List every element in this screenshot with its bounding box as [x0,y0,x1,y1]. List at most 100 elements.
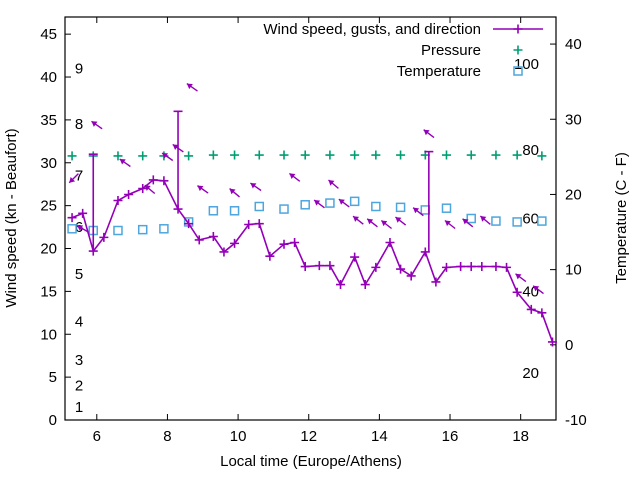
pressure-point [537,151,547,161]
wind-direction-arrow [161,152,174,162]
y-axis-label: Wind speed (kn - Beaufort) [3,128,20,307]
temperature-point [300,200,310,210]
wind-speed-point [491,262,501,272]
wind-speed-point [396,264,406,274]
y2-tick-label: -10 [565,412,587,429]
arrow-head [197,185,204,192]
y2-tick-label: 0 [565,337,573,354]
plot-border [64,16,557,421]
wind-speed-point [336,280,346,290]
x-tick-label: 10 [230,428,247,445]
legend-label-temperature: Temperature [397,63,481,80]
temperature-point [137,224,148,235]
y-tick-label: 20 [40,241,57,258]
wind-speed-point [230,238,240,248]
beaufort-label: 1 [75,399,83,416]
y2-axis-ticks: -10 0 10 20 30 40 [550,36,587,429]
wind-direction-arrow [328,179,339,189]
wind-speed-point [406,271,416,281]
x-tick-label: 14 [371,428,388,445]
wind-speed-point [159,176,169,186]
wind-speed-point [78,208,88,218]
pressure-label: 40 [522,283,539,300]
legend-item-wind[interactable]: Wind speed, gusts, and direction [263,21,543,38]
wind-direction-arrow [197,185,209,194]
y2-tick-label: 30 [565,111,582,128]
arrow-head [144,185,151,191]
pressure-label: 60 [522,211,539,228]
pressure-label: 80 [522,142,539,159]
wind-speed-point [350,252,360,262]
pressure-point [230,150,240,160]
wind-speed-point [512,287,522,297]
series-wind-speed [67,175,557,347]
pressure-label: 100 [514,56,539,73]
wind-direction-arrow [380,219,392,230]
wind-speed-point [441,262,451,272]
x-axis-label: Local time (Europe/Athens) [220,453,402,470]
wind-speed-point [547,337,557,347]
wind-speed-point [300,262,310,272]
wind-direction-arrow [462,218,474,228]
temperature-point [349,196,360,207]
wind-direction-arrow [91,120,103,130]
wind-speed-point [244,220,254,230]
series-temperature [67,196,547,236]
legend-label-wind: Wind speed, gusts, and direction [263,21,481,38]
legend-label-pressure: Pressure [421,42,481,59]
pressure-point [512,150,522,160]
wind-direction-arrow [412,207,424,217]
temperature-point [159,224,169,234]
temperature-point [466,213,476,224]
y-tick-label: 0 [49,412,57,429]
arrow-head [91,121,98,127]
wind-speed-point [265,251,275,261]
temperature-point [279,204,289,214]
beaufort-label: 3 [75,352,83,369]
x-tick-label: 18 [512,428,529,445]
y-tick-label: 25 [40,198,57,215]
arrow-head [533,285,540,292]
beaufort-label: 8 [75,116,83,133]
series-gusts [88,110,434,252]
temperature-point [325,198,335,208]
y-tick-label: 30 [40,155,57,172]
y2-tick-label: 10 [565,262,582,279]
arrow-head [338,199,345,205]
arrow-head [119,159,126,165]
y2-tick-label: 40 [565,36,582,53]
y-tick-label: 15 [40,283,57,300]
arrow-head [250,183,257,189]
arrow-head [172,144,179,150]
temperature-point [441,203,452,213]
wind-direction-arrow [250,182,262,192]
chart-legend: Wind speed, gusts, and direction Pressure… [263,21,543,80]
arrow-head [444,220,451,227]
arrow-head [395,217,402,223]
wind-speed-point [420,247,430,257]
legend-item-temperature[interactable]: Temperature [397,63,523,80]
temperature-point [113,225,123,236]
x-tick-label: 12 [300,428,317,445]
wind-direction-arrow [229,188,240,198]
temperature-point [229,206,240,216]
arrow-head [413,207,420,214]
wind-speed-point [537,308,547,318]
wind-direction-arrow [515,273,527,283]
temperature-point [491,216,501,226]
wind-speed-point [290,238,300,248]
legend-item-pressure[interactable]: Pressure [421,42,523,59]
legend-marker-wind [513,24,523,34]
pressure-point [208,150,218,160]
y2-axis-label: Temperature (C - F) [613,152,630,284]
wind-direction-arrow [313,199,325,209]
wind-speed-point [138,183,148,193]
wind-speed-point [173,204,183,214]
arrow-head [77,225,84,231]
pressure-label: 20 [522,365,539,382]
temperature-point [371,201,381,212]
wind-direction-arrow [395,216,407,226]
pressure-point [325,150,335,160]
wind-direction-arrow [76,224,89,233]
